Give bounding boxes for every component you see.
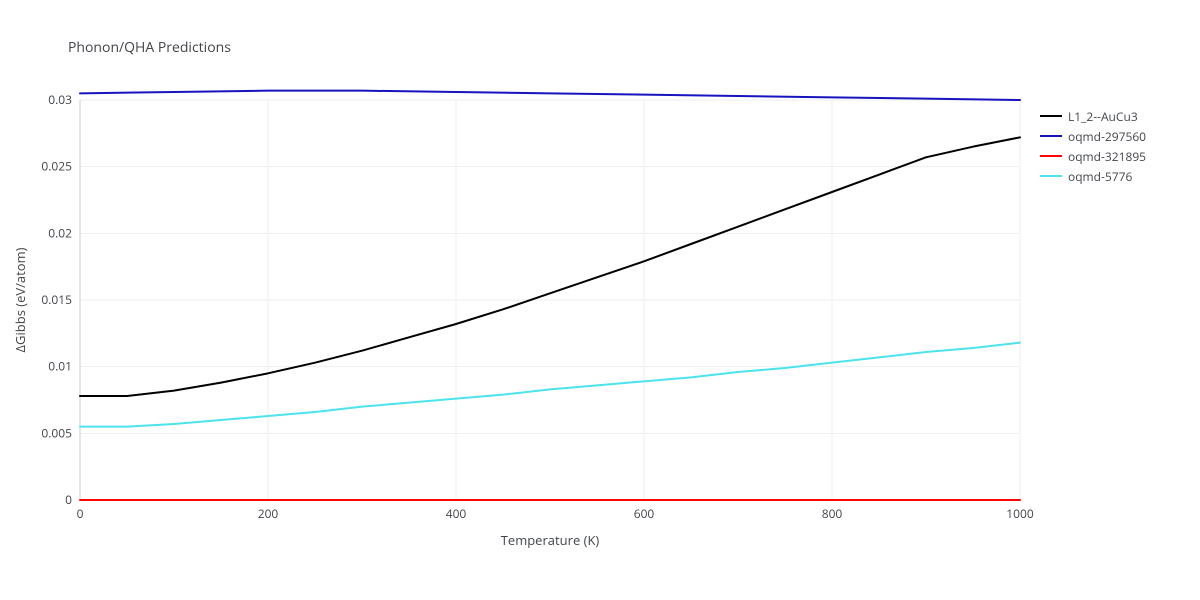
legend-item[interactable]: oqmd-297560 [1040, 126, 1146, 146]
legend-item[interactable]: L1_2--AuCu3 [1040, 106, 1146, 126]
y-tick-label: 0.025 [41, 158, 72, 175]
legend-swatch [1040, 115, 1062, 117]
y-tick-label: 0.03 [48, 91, 72, 108]
x-tick-label: 200 [258, 505, 279, 522]
chart-container: { "chart": { "type": "line", "title": "P… [0, 0, 1200, 600]
legend-label: L1_2--AuCu3 [1068, 108, 1138, 125]
legend-swatch [1040, 155, 1062, 157]
line-chart: 0 200 400 600 800 1000 0 0.005 0.01 0.015 0.02 0.02… [0, 0, 1200, 600]
x-tick-label: 0 [77, 505, 84, 522]
legend-item[interactable]: oqmd-5776 [1040, 166, 1146, 186]
legend-swatch [1040, 135, 1062, 137]
x-axis-label: Temperature (K) [501, 531, 600, 549]
x-tick-label: 400 [446, 505, 467, 522]
y-axis-label: ΔGibbs (eV/atom) [11, 247, 29, 352]
legend-label: oqmd-5776 [1068, 168, 1132, 185]
legend-item[interactable]: oqmd-321895 [1040, 146, 1146, 166]
legend-label: oqmd-321895 [1068, 148, 1146, 165]
y-tick-label: 0.02 [48, 224, 72, 241]
x-tick-label: 600 [634, 505, 655, 522]
x-tick-label: 800 [822, 505, 843, 522]
series-line [80, 343, 1020, 427]
y-tick-label: 0 [65, 491, 72, 508]
series-line [80, 91, 1020, 100]
y-tick-label: 0.015 [41, 291, 72, 308]
x-tick-label: 1000 [1006, 505, 1034, 522]
y-tick-label: 0.01 [48, 358, 72, 375]
legend-swatch [1040, 175, 1062, 177]
y-tick-label: 0.005 [41, 424, 72, 441]
legend-label: oqmd-297560 [1068, 128, 1146, 145]
legend: L1_2--AuCu3 oqmd-297560 oqmd-321895 oqmd-57… [1040, 106, 1146, 186]
